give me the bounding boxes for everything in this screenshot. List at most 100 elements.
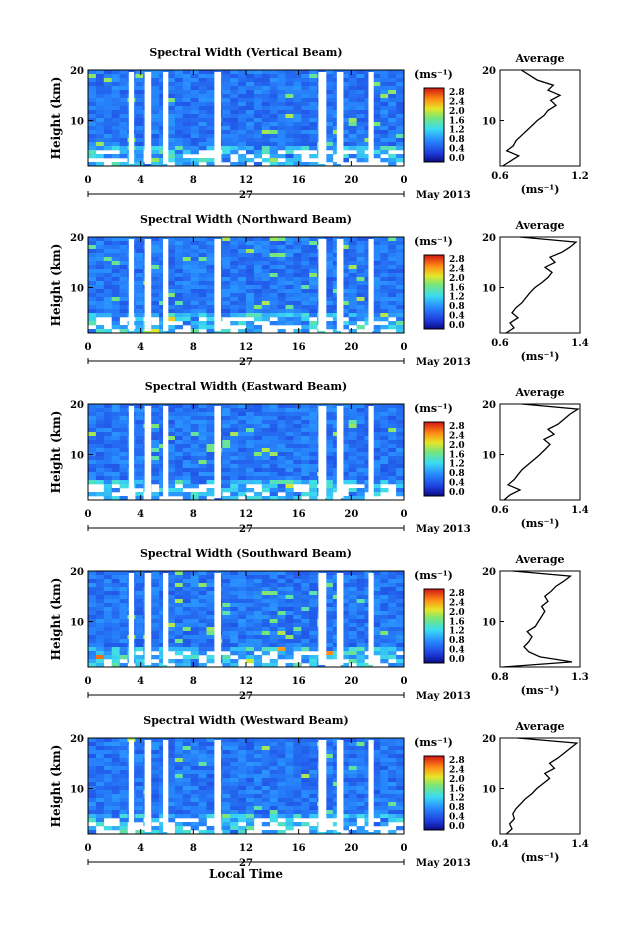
colorbar-tick-label: 0.0 xyxy=(449,488,465,498)
x-tick-label: 4 xyxy=(137,509,144,520)
colorbar-tick-label: 2.0 xyxy=(449,608,465,618)
x-tick-label: 8 xyxy=(190,509,197,520)
profile-x-tick-label: 1.4 xyxy=(571,839,588,850)
y-tick-label: 20 xyxy=(70,734,84,745)
profile-line xyxy=(505,236,578,334)
colorbar-tick-label: 2.0 xyxy=(449,274,465,284)
data-gap-2 xyxy=(144,239,152,331)
colorbar-tick-label: 2.4 xyxy=(449,765,465,775)
date-label: May 2013 xyxy=(416,858,471,869)
profile-y-tick-label: 20 xyxy=(482,400,496,411)
data-gap-5 xyxy=(318,239,327,331)
data-gap-7 xyxy=(368,239,374,331)
colorbar-tick-label: 0.4 xyxy=(449,479,465,489)
heatmap xyxy=(88,404,405,501)
profile-x-tick-label: 0.4 xyxy=(491,839,508,850)
colorbar-unit: (ms⁻¹) xyxy=(414,736,453,749)
colorbar-tick-label: 2.4 xyxy=(449,97,465,107)
colorbar-unit: (ms⁻¹) xyxy=(414,68,453,81)
y-axis-label: Height (km) xyxy=(49,244,63,327)
profile-frame xyxy=(499,570,581,668)
colorbar-tick-label: 0.0 xyxy=(449,822,465,832)
y-axis-label: Height (km) xyxy=(49,578,63,661)
profile-x-tick-label: 1.3 xyxy=(571,672,588,683)
profile-frame xyxy=(499,403,581,501)
date-label: May 2013 xyxy=(416,524,471,535)
colorbar-tick-label: 2.4 xyxy=(449,264,465,274)
colorbar xyxy=(423,421,445,497)
colorbar-tick-label: 1.2 xyxy=(449,794,465,804)
y-tick-label: 20 xyxy=(70,233,84,244)
data-gap-5 xyxy=(318,72,327,164)
data-gap-4 xyxy=(214,72,221,164)
profile-x-tick-label: 0.8 xyxy=(491,672,508,683)
x-tick-label: 20 xyxy=(344,509,358,520)
day-label: 27 xyxy=(239,691,253,702)
day-label: 27 xyxy=(239,190,253,201)
colorbar-tick-label: 2.4 xyxy=(449,431,465,441)
profile-y-tick-label: 20 xyxy=(482,66,496,77)
data-gap-5 xyxy=(318,573,327,665)
x-tick-label: 0 xyxy=(85,342,92,353)
profile-frame xyxy=(499,737,581,835)
x-tick-label: 20 xyxy=(344,342,358,353)
profile-x-label: (ms⁻¹) xyxy=(521,851,560,864)
colorbar xyxy=(423,755,445,831)
colorbar-tick-label: 0.4 xyxy=(449,312,465,322)
x-tick-label: 20 xyxy=(344,175,358,186)
average-profile: Average 20 10 0.6 1.2 (ms⁻¹) xyxy=(482,52,589,196)
data-gap-1 xyxy=(128,72,135,164)
colorbar-tick-label: 2.8 xyxy=(449,255,465,265)
x-tick-label: 12 xyxy=(239,843,253,854)
beam-panel-5: Spectral Width (Westward Beam) Height (km… xyxy=(49,714,589,881)
colorbar xyxy=(423,87,445,163)
data-gap-1 xyxy=(128,740,135,832)
y-tick-label: 10 xyxy=(70,284,84,295)
y-tick-label: 10 xyxy=(70,785,84,796)
colorbar xyxy=(423,588,445,664)
panel-title: Spectral Width (Vertical Beam) xyxy=(149,46,342,59)
beam-panel-4: Spectral Width (Southward Beam) Height (k… xyxy=(49,547,589,702)
y-tick-label: 20 xyxy=(70,567,84,578)
profile-y-tick-label: 20 xyxy=(482,567,496,578)
x-tick-label: 4 xyxy=(137,843,144,854)
profile-x-label: (ms⁻¹) xyxy=(521,684,560,697)
data-gap-3 xyxy=(163,740,169,832)
colorbar-tick-label: 2.8 xyxy=(449,422,465,432)
y-tick-label: 10 xyxy=(70,451,84,462)
data-gap-7 xyxy=(368,740,374,832)
x-tick-label: 4 xyxy=(137,342,144,353)
data-gap-1 xyxy=(128,573,135,665)
colorbar-tick-label: 1.6 xyxy=(449,450,465,460)
data-gap-2 xyxy=(144,740,152,832)
profile-x-tick-label: 1.4 xyxy=(571,338,588,349)
data-gap-1 xyxy=(128,239,135,331)
x-tick-label: 16 xyxy=(292,175,306,186)
data-gap-3 xyxy=(163,239,169,331)
colorbar-tick-label: 0.8 xyxy=(449,803,465,813)
panel-title: Spectral Width (Northward Beam) xyxy=(140,213,352,226)
day-label: 27 xyxy=(239,357,253,368)
colorbar-tick-label: 2.8 xyxy=(449,756,465,766)
colorbar-tick-label: 2.4 xyxy=(449,598,465,608)
y-axis-label: Height (km) xyxy=(49,77,63,160)
colorbar-tick-label: 2.8 xyxy=(449,88,465,98)
y-tick-label: 20 xyxy=(70,400,84,411)
profile-frame xyxy=(499,69,581,167)
profile-line xyxy=(505,737,579,835)
beam-panel-1: Spectral Width (Vertical Beam) Height (km… xyxy=(49,46,589,201)
colorbar-tick-label: 1.2 xyxy=(449,627,465,637)
data-gap-4 xyxy=(214,406,221,498)
colorbar-tick-label: 0.0 xyxy=(449,154,465,164)
x-tick-label: 20 xyxy=(344,676,358,687)
y-tick-label: 20 xyxy=(70,66,84,77)
data-gap-1 xyxy=(128,406,135,498)
date-label: May 2013 xyxy=(416,357,471,368)
profile-x-tick-label: 0.6 xyxy=(491,338,508,349)
x-tick-label: 12 xyxy=(239,676,253,687)
x-tick-label: 4 xyxy=(137,175,144,186)
x-tick-label: 12 xyxy=(239,509,253,520)
heatmap xyxy=(88,237,405,334)
profile-title: Average xyxy=(514,386,564,399)
x-tick-label: 16 xyxy=(292,676,306,687)
